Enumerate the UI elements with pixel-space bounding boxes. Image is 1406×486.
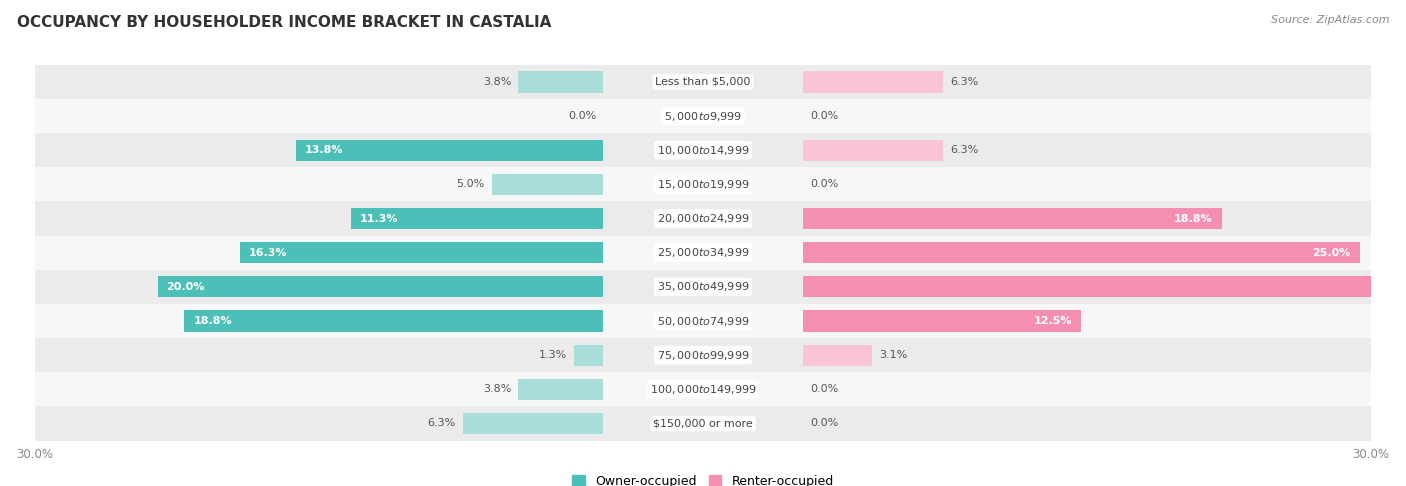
- Bar: [803, 208, 1222, 229]
- Bar: [803, 139, 943, 161]
- Bar: [184, 311, 603, 331]
- Text: 5.0%: 5.0%: [457, 179, 485, 190]
- Text: 25.0%: 25.0%: [1312, 248, 1351, 258]
- Text: 3.8%: 3.8%: [484, 77, 512, 87]
- Text: Less than $5,000: Less than $5,000: [655, 77, 751, 87]
- Bar: [157, 276, 603, 297]
- Text: $50,000 to $74,999: $50,000 to $74,999: [657, 314, 749, 328]
- Text: 16.3%: 16.3%: [249, 248, 287, 258]
- Text: 0.0%: 0.0%: [810, 111, 838, 121]
- Text: $35,000 to $49,999: $35,000 to $49,999: [657, 280, 749, 294]
- Bar: [295, 139, 603, 161]
- Text: 6.3%: 6.3%: [950, 145, 979, 155]
- Text: 6.3%: 6.3%: [427, 418, 456, 429]
- Text: 12.5%: 12.5%: [1033, 316, 1073, 326]
- Bar: [352, 208, 603, 229]
- Bar: [803, 276, 1406, 297]
- Bar: [803, 242, 1360, 263]
- Text: OCCUPANCY BY HOUSEHOLDER INCOME BRACKET IN CASTALIA: OCCUPANCY BY HOUSEHOLDER INCOME BRACKET …: [17, 15, 551, 30]
- Bar: [35, 304, 1371, 338]
- Bar: [803, 311, 1081, 331]
- Bar: [35, 372, 1371, 406]
- Text: $15,000 to $19,999: $15,000 to $19,999: [657, 178, 749, 191]
- Text: 20.0%: 20.0%: [166, 282, 205, 292]
- Bar: [803, 71, 943, 92]
- Bar: [519, 379, 603, 400]
- Text: $25,000 to $34,999: $25,000 to $34,999: [657, 246, 749, 259]
- Text: $75,000 to $99,999: $75,000 to $99,999: [657, 348, 749, 362]
- Legend: Owner-occupied, Renter-occupied: Owner-occupied, Renter-occupied: [568, 470, 838, 486]
- Text: 3.1%: 3.1%: [879, 350, 907, 360]
- Bar: [35, 133, 1371, 167]
- Text: 0.0%: 0.0%: [810, 179, 838, 190]
- Text: 13.8%: 13.8%: [305, 145, 343, 155]
- Bar: [35, 65, 1371, 99]
- Text: 18.8%: 18.8%: [193, 316, 232, 326]
- Text: 0.0%: 0.0%: [568, 111, 596, 121]
- Bar: [35, 202, 1371, 236]
- Text: 1.3%: 1.3%: [538, 350, 567, 360]
- Text: 3.8%: 3.8%: [484, 384, 512, 394]
- Bar: [35, 338, 1371, 372]
- Bar: [463, 413, 603, 434]
- Text: $10,000 to $14,999: $10,000 to $14,999: [657, 144, 749, 157]
- Text: $150,000 or more: $150,000 or more: [654, 418, 752, 429]
- Bar: [35, 270, 1371, 304]
- Text: Source: ZipAtlas.com: Source: ZipAtlas.com: [1271, 15, 1389, 25]
- Text: $100,000 to $149,999: $100,000 to $149,999: [650, 383, 756, 396]
- Bar: [35, 167, 1371, 202]
- Text: 0.0%: 0.0%: [810, 418, 838, 429]
- Bar: [492, 174, 603, 195]
- Text: 11.3%: 11.3%: [360, 213, 399, 224]
- Text: $5,000 to $9,999: $5,000 to $9,999: [664, 110, 742, 122]
- Bar: [35, 99, 1371, 133]
- Bar: [240, 242, 603, 263]
- Bar: [35, 236, 1371, 270]
- Text: 28.1%: 28.1%: [1381, 282, 1406, 292]
- Text: 0.0%: 0.0%: [810, 384, 838, 394]
- Bar: [519, 71, 603, 92]
- Bar: [35, 406, 1371, 440]
- Bar: [803, 345, 872, 366]
- Text: 18.8%: 18.8%: [1174, 213, 1213, 224]
- Text: 6.3%: 6.3%: [950, 77, 979, 87]
- Text: $20,000 to $24,999: $20,000 to $24,999: [657, 212, 749, 225]
- Bar: [574, 345, 603, 366]
